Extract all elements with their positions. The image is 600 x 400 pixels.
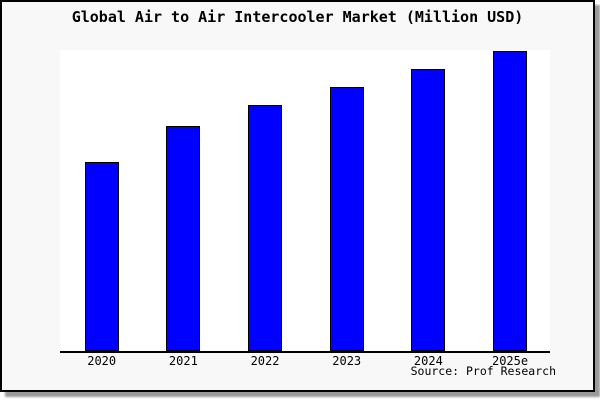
x-tick-label-2020: 2020 [87, 354, 117, 368]
bar-2023 [329, 87, 364, 351]
bar-2021 [166, 126, 201, 351]
x-tick-label-2023: 2023 [332, 354, 362, 368]
x-tick-label-2024: 2024 [413, 354, 443, 368]
bar-2022 [248, 105, 283, 351]
bar-2020 [84, 162, 119, 351]
chart-card: Global Air to Air Intercooler Market (Mi… [0, 0, 595, 392]
x-tick-label-2021: 2021 [168, 354, 198, 368]
x-axis-labels: 2020 2021 2022 2023 2024 2025e [60, 354, 550, 370]
chart-title: Global Air to Air Intercooler Market (Mi… [71, 8, 524, 26]
bar-2024 [411, 69, 446, 351]
plot-area [60, 50, 550, 353]
x-tick-label-2022: 2022 [250, 354, 280, 368]
source-credit: Source: Prof Research [410, 364, 556, 378]
x-tick-label-2025e: 2025e [491, 354, 529, 368]
bar-2025e [493, 51, 528, 351]
